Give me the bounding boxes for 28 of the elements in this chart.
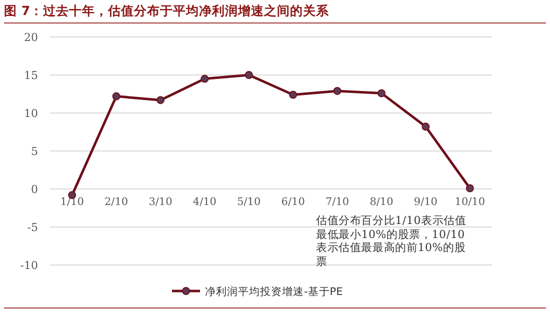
y-tick-label: 5 <box>31 145 38 158</box>
x-tick-label: 9/10 <box>414 196 438 208</box>
point <box>289 90 298 99</box>
legend-label: 净利润平均投资增速-基于PE <box>205 285 343 298</box>
point <box>333 86 342 95</box>
x-tick-label: 6/10 <box>281 196 305 208</box>
y-tick-label: -10 <box>20 259 38 272</box>
point <box>378 89 386 98</box>
point <box>466 184 474 192</box>
y-tick-label: -5 <box>27 221 38 234</box>
x-tick-label: 2/10 <box>104 196 128 208</box>
x-tick-label: 7/10 <box>326 196 350 208</box>
point <box>422 122 430 131</box>
annotation: 估值分布百分比1/10表示估值最低最小10%的股票，10/10表示估值最最高的前10%的股票 <box>316 214 468 268</box>
y-tick-label: 10 <box>24 107 38 120</box>
point <box>200 74 209 83</box>
y-tick-label: 15 <box>24 69 38 82</box>
chart-title: 图 7：过去十年，估值分布于平均净利润增速之间的关系 <box>4 3 330 18</box>
y-tick-label: 0 <box>31 183 38 196</box>
point <box>112 92 120 100</box>
x-tick-label: 10/10 <box>454 196 486 208</box>
x-tick-label: 8/10 <box>370 196 394 208</box>
point <box>156 96 164 104</box>
x-tick-label: 4/10 <box>192 196 216 208</box>
x-tick-label: 5/10 <box>237 196 261 208</box>
x-tick-label: 3/10 <box>148 196 172 208</box>
point <box>244 71 253 79</box>
y-tick-label: 20 <box>24 31 38 44</box>
